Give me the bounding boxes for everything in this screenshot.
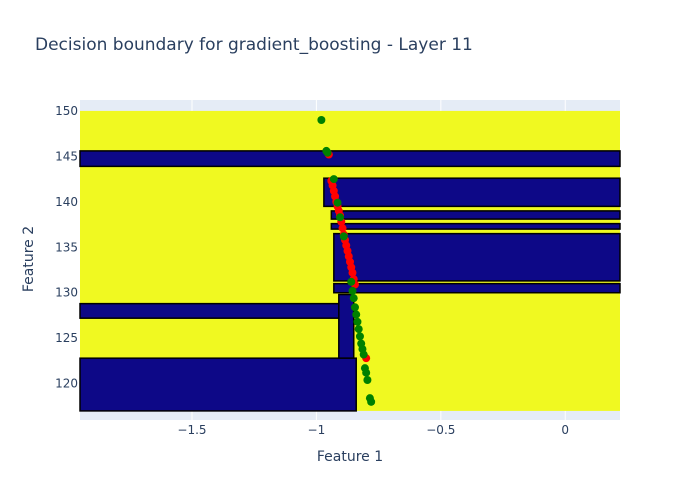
decision-region-class-0 [338,293,355,359]
data-point [354,325,363,334]
y-tick-label: 125 [55,331,78,345]
x-axis-title: Feature 1 [317,449,383,465]
x-tick-label: 0 [561,423,569,437]
data-point [347,277,356,286]
decision-region-class-0 [79,302,348,319]
y-axis-ticks: 120 125 130 135 140 145 150 [55,104,78,391]
chart-title: Decision boundary for gradient_boosting … [35,35,473,55]
decision-region-class-0 [323,177,621,208]
y-tick-label: 130 [55,286,78,300]
y-tick-label: 150 [55,104,78,118]
data-point [355,332,364,341]
data-point [339,232,348,241]
data-point [350,303,359,312]
decision-region-class-0 [333,282,621,294]
y-tick-label: 140 [55,195,78,209]
decision-region-class-0 [330,222,621,230]
data-point [338,224,347,233]
x-axis-ticks: −1.5 −1 −0.5 0 [177,423,569,437]
data-point [329,175,338,184]
x-tick-label: −0.5 [426,423,455,437]
decision-region-class-0 [333,232,621,282]
data-point [317,116,326,124]
x-tick-label: −1.5 [177,423,206,437]
decision-region-class-0 [79,150,621,168]
plot-area [79,100,621,420]
y-tick-label: 145 [55,149,78,163]
decision-region-class-0 [330,210,621,220]
data-point [349,294,358,303]
data-point [352,310,361,319]
decision-region-class-0 [79,357,357,412]
x-tick-label: −1 [308,423,326,437]
data-point [333,198,342,207]
y-tick-label: 135 [55,240,78,254]
data-point [336,213,345,222]
y-tick-label: 120 [55,377,78,391]
data-point [359,350,368,359]
data-point [353,317,362,326]
data-point [348,268,357,277]
data-point [367,397,376,406]
data-point [362,368,371,377]
y-axis-title: Feature 2 [21,226,37,292]
data-point [348,286,357,295]
data-point [323,148,332,157]
data-point [363,376,372,384]
